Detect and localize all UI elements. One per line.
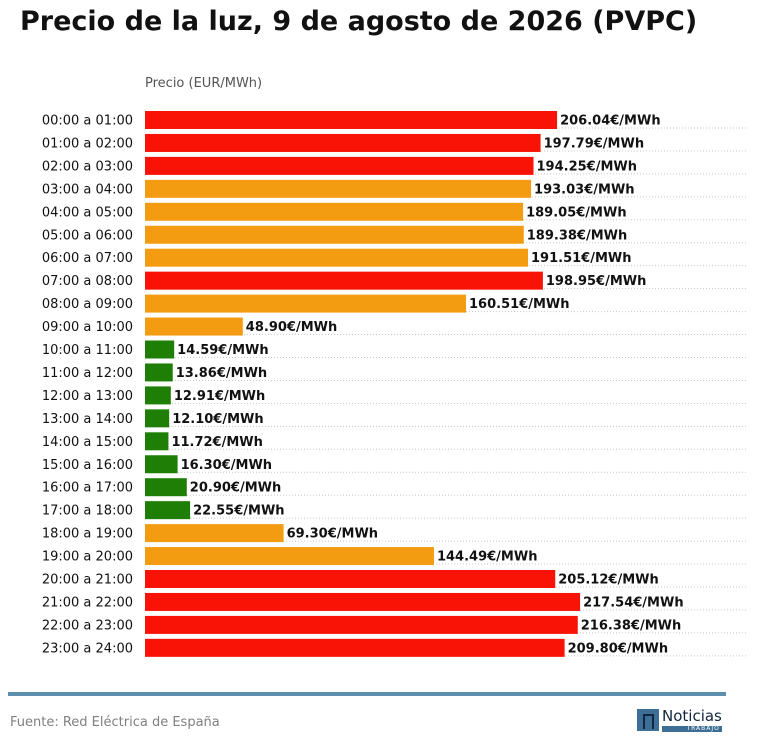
value-label: 193.03€/MWh — [534, 182, 635, 197]
x-axis-label: Precio (EUR/MWh) — [145, 76, 262, 91]
bar — [145, 363, 173, 382]
bar — [145, 478, 187, 497]
value-label: 209.80€/MWh — [568, 641, 669, 656]
value-label: 48.90€/MWh — [246, 320, 337, 335]
value-label: 20.90€/MWh — [190, 481, 281, 496]
category-label: 12:00 a 13:00 — [42, 389, 133, 404]
logo-text: Noticias TRABAJO — [662, 709, 722, 732]
bar — [145, 248, 529, 267]
bar — [145, 547, 434, 566]
category-label: 02:00 a 03:00 — [42, 159, 133, 174]
category-label: 07:00 a 08:00 — [42, 274, 133, 289]
bar — [145, 202, 524, 221]
category-label: 19:00 a 20:00 — [42, 550, 133, 565]
bar — [145, 592, 581, 611]
category-label: 06:00 a 07:00 — [42, 251, 133, 266]
category-label: 21:00 a 22:00 — [42, 595, 133, 610]
value-label: 160.51€/MWh — [469, 297, 570, 312]
value-label: 206.04€/MWh — [560, 114, 661, 129]
category-label: 03:00 a 04:00 — [42, 182, 133, 197]
value-label: 197.79€/MWh — [544, 136, 645, 151]
logo-sub: TRABAJO — [662, 726, 722, 732]
bar — [145, 179, 532, 198]
value-label: 189.38€/MWh — [527, 228, 628, 243]
bar — [145, 501, 191, 520]
value-label: 205.12€/MWh — [558, 573, 659, 588]
bar — [145, 340, 175, 359]
value-label: 194.25€/MWh — [537, 159, 638, 174]
category-label: 09:00 a 10:00 — [42, 320, 133, 335]
category-label: 17:00 a 18:00 — [42, 504, 133, 519]
category-label: 05:00 a 06:00 — [42, 228, 133, 243]
category-label: 20:00 a 21:00 — [42, 573, 133, 588]
category-label: 22:00 a 23:00 — [42, 618, 133, 633]
value-label: 11.72€/MWh — [171, 435, 262, 450]
bar — [145, 570, 556, 588]
category-label: 23:00 a 24:00 — [42, 641, 133, 656]
bar — [145, 111, 558, 129]
bar — [145, 294, 467, 313]
logo-word: Noticias — [662, 707, 722, 725]
footer-divider — [8, 692, 726, 696]
chart-title: Precio de la luz, 9 de agosto de 2026 (P… — [20, 6, 698, 37]
bar — [145, 156, 534, 175]
value-label: 191.51€/MWh — [531, 251, 632, 266]
bar — [145, 271, 543, 290]
category-label: 08:00 a 09:00 — [42, 297, 133, 312]
value-label: 12.91€/MWh — [174, 389, 265, 404]
category-label: 00:00 a 01:00 — [42, 114, 133, 129]
category-label: 01:00 a 02:00 — [42, 136, 133, 151]
category-label: 11:00 a 12:00 — [42, 366, 133, 381]
bar — [145, 615, 578, 634]
bar — [145, 386, 171, 405]
bar — [145, 638, 565, 657]
bar — [145, 133, 541, 152]
source-note: Fuente: Red Eléctrica de España — [10, 715, 220, 730]
logo-mark-icon — [637, 709, 659, 731]
brand-logo: Noticias TRABAJO — [637, 709, 722, 732]
value-label: 216.38€/MWh — [581, 618, 682, 633]
value-label: 14.59€/MWh — [177, 343, 268, 358]
category-label: 16:00 a 17:00 — [42, 481, 133, 496]
category-label: 04:00 a 05:00 — [42, 205, 133, 220]
bar — [145, 225, 524, 244]
category-label: 10:00 a 11:00 — [42, 343, 133, 358]
bar — [145, 409, 170, 428]
value-label: 144.49€/MWh — [437, 550, 537, 565]
value-label: 22.55€/MWh — [193, 504, 284, 519]
value-label: 189.05€/MWh — [526, 205, 627, 220]
value-label: 69.30€/MWh — [287, 527, 378, 542]
category-label: 18:00 a 19:00 — [42, 527, 133, 542]
bar-chart: Precio (EUR/MWh) 00:00 a 01:00 206.04€/MWh… — [42, 76, 748, 657]
value-label: 217.54€/MWh — [583, 595, 684, 610]
bar — [145, 455, 178, 474]
category-label: 13:00 a 14:00 — [42, 412, 133, 427]
value-label: 13.86€/MWh — [176, 366, 267, 381]
bar — [145, 317, 243, 336]
bar — [145, 432, 169, 451]
value-label: 12.10€/MWh — [172, 412, 263, 427]
bar — [145, 524, 284, 543]
value-label: 198.95€/MWh — [546, 274, 647, 289]
category-label: 14:00 a 15:00 — [42, 435, 133, 450]
value-label: 16.30€/MWh — [181, 458, 272, 473]
category-label: 15:00 a 16:00 — [42, 458, 133, 473]
